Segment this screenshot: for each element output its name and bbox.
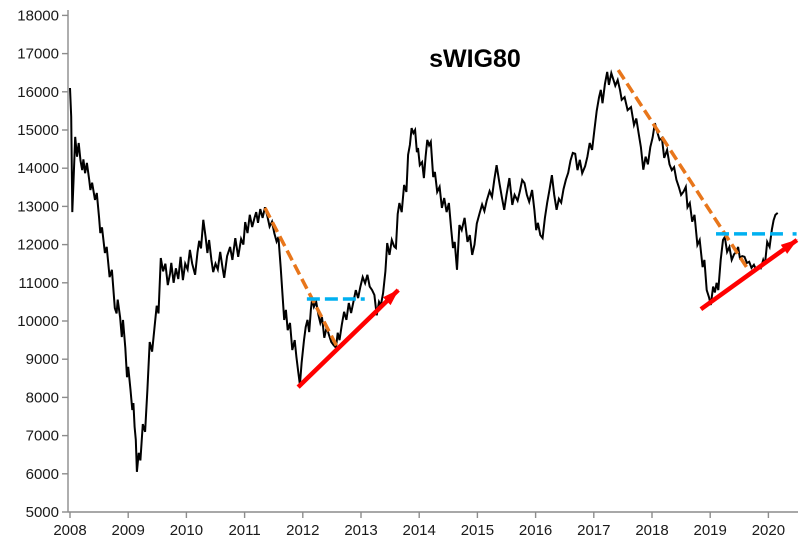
y-tick-label: 14000 [17, 160, 59, 177]
x-tick-label: 2009 [112, 522, 145, 539]
y-tick-label: 18000 [17, 7, 59, 24]
chart-title: sWIG80 [429, 45, 521, 73]
x-tick-label: 2010 [170, 522, 203, 539]
x-tick-label: 2014 [403, 522, 436, 539]
y-tick-label: 11000 [18, 275, 59, 292]
x-tick-label: 2015 [461, 522, 494, 539]
y-tick-label: 5000 [26, 504, 59, 521]
y-tick-label: 13000 [17, 198, 59, 215]
x-tick-label: 2017 [577, 522, 610, 539]
downtrend-line-2018 [616, 69, 750, 271]
x-tick-label: 2011 [228, 522, 260, 539]
y-tick-label: 16000 [17, 84, 59, 101]
x-tick-label: 2012 [286, 522, 319, 539]
x-tick-label: 2008 [53, 522, 86, 539]
uptrend-arrow-2019 [699, 238, 799, 311]
x-tick-label: 2020 [752, 522, 785, 539]
x-tick-label: 2019 [694, 522, 727, 539]
downtrend-line-2011 [263, 207, 339, 347]
y-tick-label: 10000 [17, 313, 59, 330]
y-tick-label: 17000 [17, 46, 59, 63]
x-tick-label: 2016 [519, 522, 552, 539]
y-tick-label: 7000 [26, 428, 59, 445]
y-tick-label: 9000 [26, 351, 59, 368]
y-tick-label: 8000 [26, 389, 59, 406]
uptrend-arrow-2012 [296, 288, 400, 389]
y-tick-label: 15000 [17, 122, 59, 139]
x-tick-label: 2018 [635, 522, 668, 539]
price-line [69, 69, 779, 472]
y-tick-label: 6000 [26, 466, 59, 483]
x-tick-label: 2013 [344, 522, 377, 539]
y-tick-label: 12000 [17, 237, 59, 254]
